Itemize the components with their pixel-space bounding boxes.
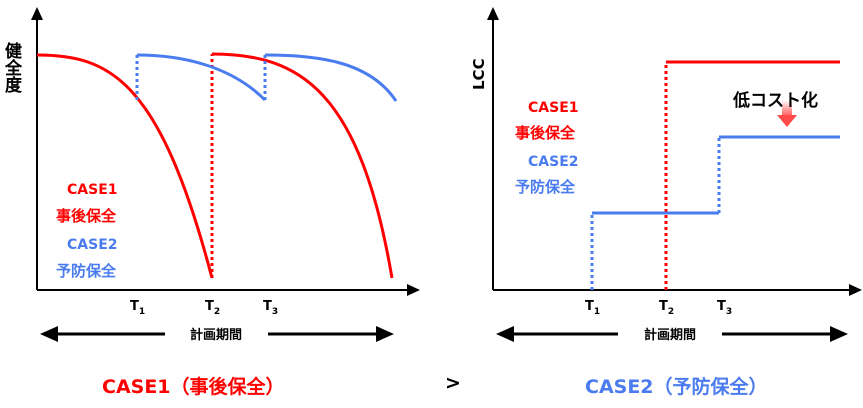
left-y-axis-arrow <box>31 7 43 20</box>
left-period-arrow-left <box>40 326 58 342</box>
right-y-axis-arrow <box>487 7 499 20</box>
left-case2-curve-1 <box>136 53 267 102</box>
right-period-arrow-left <box>496 326 514 342</box>
bottom-case2-label: CASE2（予防保全） <box>585 376 768 398</box>
right-tick-t1: T1 <box>585 299 600 317</box>
right-legend-case2: CASE2 <box>528 154 579 170</box>
left-case2-curve-2 <box>264 53 398 102</box>
right-x-axis-arrow <box>849 284 862 296</box>
right-tick-t3: T3 <box>717 299 732 317</box>
bottom-case1-label: CASE1（事後保全） <box>102 376 285 398</box>
left-legend-case2-sub: 予防保全 <box>56 262 117 280</box>
right-period-arrow-right <box>830 326 848 342</box>
left-period-label: 計画期間 <box>190 327 242 343</box>
left-tick-t3: T3 <box>263 299 278 317</box>
left-ylabel: 健全度 <box>1 41 23 94</box>
right-tick-t2: T2 <box>659 299 674 317</box>
left-tick-t1: T1 <box>130 299 145 317</box>
left-legend-case1: CASE1 <box>67 182 118 198</box>
left-panel: 健全度 T1 T2 T3 CASE1 事後保全 CASE2 予防保全 計画期間 <box>1 7 420 343</box>
cost-down-arrow <box>777 100 797 127</box>
right-period-label: 計画期間 <box>644 327 696 343</box>
left-case1-curve-1 <box>36 53 214 279</box>
right-legend-case1: CASE1 <box>528 100 579 116</box>
right-ylabel: LCC <box>470 58 488 90</box>
left-case1-curve-2 <box>211 52 394 279</box>
left-legend-case2: CASE2 <box>67 237 118 253</box>
right-annotation: 低コスト化 <box>732 90 818 111</box>
left-period-arrow-right <box>376 326 394 342</box>
right-panel: LCC 低コスト化 CASE1 事後保全 CASE2 予防保全 T1 T2 T3… <box>470 7 862 343</box>
left-legend-case1-sub: 事後保全 <box>56 207 117 225</box>
right-legend-case2-sub: 予防保全 <box>515 178 576 196</box>
comparison-operator: > <box>445 372 461 394</box>
left-x-axis-arrow <box>407 284 420 296</box>
right-legend-case1-sub: 事後保全 <box>515 124 576 142</box>
left-tick-t2: T2 <box>205 299 220 317</box>
